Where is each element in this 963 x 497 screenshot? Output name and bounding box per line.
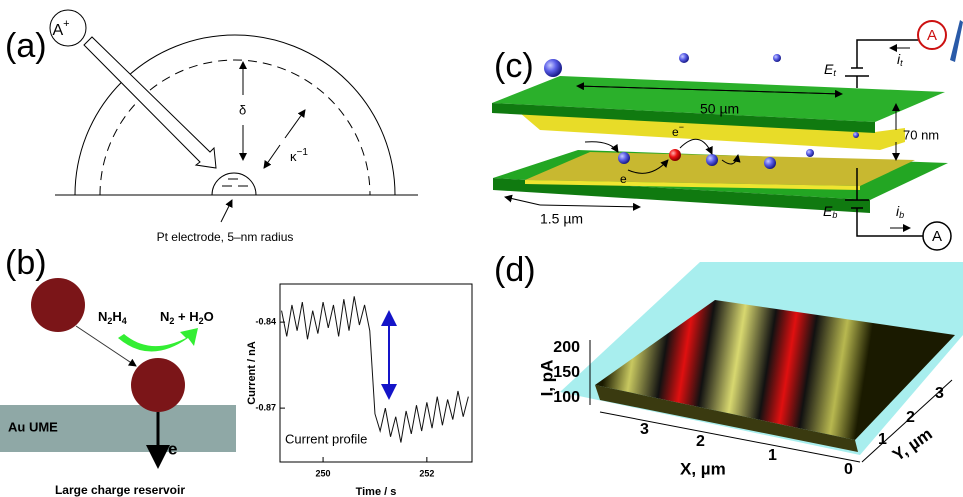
- electrode-arc: [212, 173, 256, 195]
- kappa: κ−1: [290, 147, 308, 165]
- y-axis-label: Current / nA: [246, 341, 258, 405]
- molecule: [706, 154, 718, 166]
- nanoparticle: [31, 278, 85, 332]
- y-tick-label: -0.84: [255, 316, 276, 326]
- arrow: [285, 110, 305, 138]
- x-tick-label: 1: [768, 447, 777, 464]
- electrode-label: Au UME: [8, 419, 58, 434]
- panel-label: (d): [494, 251, 536, 289]
- arrow: [264, 145, 280, 168]
- x-tick-label: 0: [844, 461, 853, 478]
- figure: (a) A+ δ κ−1 Pt electrode, 5–nm radius (…: [0, 0, 963, 497]
- current-sub: b: [899, 210, 904, 220]
- x-tick-label: 3: [640, 421, 649, 438]
- current-trace: [282, 296, 469, 442]
- formula-sub: 4: [122, 316, 127, 326]
- z-tick-label: 200: [553, 339, 580, 356]
- y-tick-label: 2: [906, 409, 915, 426]
- outer-arc: [75, 35, 395, 195]
- panel-a: (a) A+ δ κ−1 Pt electrode, 5–nm radius: [5, 10, 418, 244]
- formula-part: N: [160, 309, 169, 324]
- reactant: N2H4: [98, 309, 127, 326]
- current-sub: t: [900, 58, 903, 68]
- molecule: [544, 59, 562, 77]
- x-axis-label: X, µm: [680, 459, 726, 478]
- caption: Large charge reservoir: [55, 483, 185, 497]
- molecule: [806, 149, 814, 157]
- panel-label: (a): [5, 27, 47, 65]
- molecule: [669, 149, 681, 161]
- potential: Et: [824, 61, 836, 79]
- panel-b: (b) Au UME e N2H4 N2 + H2O Large charge …: [0, 244, 236, 497]
- potential-sub: b: [832, 210, 837, 220]
- molecule: [618, 152, 630, 164]
- x-axis-label: Time / s: [356, 486, 397, 497]
- arrow: [76, 326, 136, 366]
- width: 1.5 µm: [540, 211, 583, 227]
- ammeter-label: A: [932, 228, 942, 245]
- panel-c: (c) 50 µm 70 nm 1.5 µm e− e A A Et Eb it…: [492, 20, 963, 250]
- formula-part: O: [204, 309, 214, 324]
- electron-charge: −: [679, 122, 684, 132]
- kappa-exponent: −1: [297, 147, 309, 158]
- arrow: [680, 139, 712, 154]
- gap: 70 nm: [903, 127, 939, 142]
- panel-label: (c): [494, 47, 534, 85]
- circuit: [845, 40, 918, 88]
- electron: e: [168, 439, 177, 458]
- y-tick-label: -0.87: [255, 402, 276, 412]
- molecule: [764, 157, 776, 169]
- formula-part: + H: [174, 309, 198, 324]
- reaction-arrow: [118, 328, 198, 352]
- dimension: [540, 205, 640, 207]
- x-tick-label: 252: [419, 468, 434, 478]
- ammeter-label: A: [927, 27, 937, 44]
- x-tick-label: 250: [316, 468, 331, 478]
- annotation: Current profile: [285, 431, 367, 446]
- length: 50 µm: [700, 101, 739, 117]
- dimension: [505, 197, 540, 205]
- panel-d: (d) I, pA X, µm Y, µm 100 150 200 3 2 1 …: [494, 251, 963, 479]
- x-tick-label: 2: [696, 433, 705, 450]
- z-tick-label: 150: [553, 364, 580, 381]
- electrode-label: Pt electrode, 5–nm radius: [157, 230, 294, 244]
- molecule: [773, 54, 781, 62]
- formula-part: H: [112, 309, 121, 324]
- diffuse-layer: [100, 60, 370, 195]
- arrow: [221, 200, 232, 222]
- z-tick-label: 100: [553, 389, 580, 406]
- molecule: [853, 132, 859, 138]
- delta: δ: [239, 102, 246, 117]
- product: N2 + H2O: [160, 309, 214, 326]
- current-chart: Current / nA Time / s Current profile -0…: [246, 284, 472, 497]
- formula-part: N: [98, 309, 107, 324]
- y-tick-label: 1: [878, 431, 887, 448]
- panel-label: (b): [5, 244, 47, 282]
- current: it: [897, 51, 903, 69]
- electron: e: [620, 172, 627, 186]
- current: ib: [896, 203, 904, 221]
- ion-charge: +: [63, 18, 69, 30]
- ion-symbol: A: [52, 22, 63, 39]
- pen-icon: [950, 20, 963, 62]
- y-tick-label: 3: [935, 385, 944, 402]
- molecule: [679, 53, 689, 63]
- nanoparticle: [131, 358, 185, 412]
- potential-sub: t: [833, 68, 836, 78]
